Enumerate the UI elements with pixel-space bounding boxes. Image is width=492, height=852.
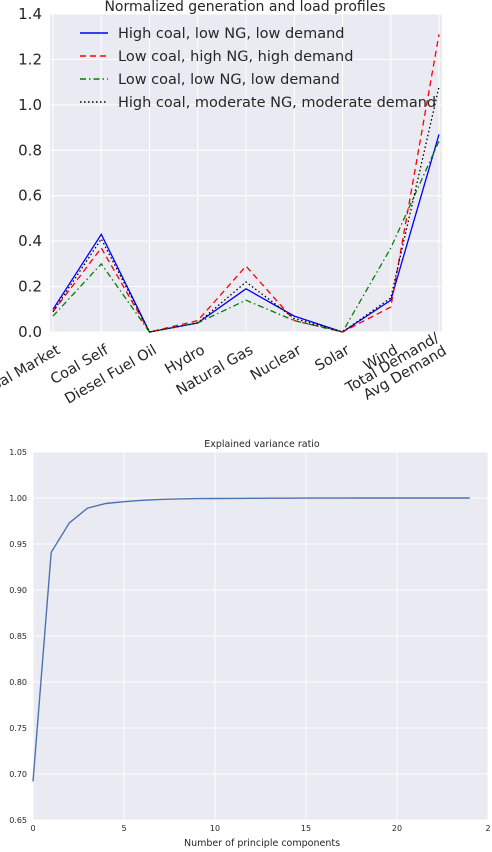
chart2-x-axis-label: Number of principle components	[184, 838, 340, 849]
chart2-y-tick: 0.75	[9, 724, 27, 733]
chart1-x-tick: Solar	[312, 342, 352, 374]
chart2-x-tick: 15	[301, 824, 311, 833]
chart1-y-tick: 1.0	[18, 96, 42, 114]
chart2-x-tick: 20	[392, 824, 402, 833]
chart2-y-tick-labels: 0.65 0.70 0.75 0.80 0.85 0.90 0.95 1.00 1.05	[9, 448, 27, 825]
chart1-y-tick: 0.0	[18, 323, 42, 341]
chart2-y-tick: 1.05	[9, 448, 27, 457]
chart1-y-tick: 0.8	[18, 141, 42, 159]
chart1-series-line	[52, 86, 440, 333]
chart1-x-tick-line: Nuclear	[248, 342, 304, 384]
chart2-gridlines	[32, 451, 489, 821]
chart1-legend-label: Low coal, high NG, high demand	[118, 49, 353, 65]
chart1-legend-label: High coal, moderate NG, moderate demand	[118, 95, 436, 111]
chart1-series-line	[52, 140, 440, 333]
chart1-y-tick: 0.4	[18, 232, 42, 250]
chart1-legend-label: Low coal, low NG, low demand	[118, 72, 340, 88]
chart1-y-tick: 1.2	[18, 50, 42, 68]
chart2-x-tick: 5	[121, 824, 126, 833]
chart1-y-tick: 0.2	[18, 278, 42, 296]
chart1-gridlines	[50, 13, 442, 333]
chart2-y-tick: 0.95	[9, 540, 27, 549]
chart1-x-tick: Nuclear	[248, 342, 304, 384]
chart2-series-line	[32, 497, 470, 782]
chart1-y-tick-labels: 0.0 0.2 0.4 0.6 0.8 1.0 1.2 1.4	[18, 5, 42, 341]
chart2-y-tick: 0.65	[9, 816, 27, 825]
chart2-title: Explained variance ratio	[204, 439, 320, 450]
explained-variance-chart: 0.65 0.70 0.75 0.80 0.85 0.90 0.95 1.00 1.05 0 5 1…	[9, 439, 490, 849]
chart1-legend-label: High coal, low NG, low demand	[118, 26, 344, 42]
chart1-x-tick-line: Solar	[312, 342, 352, 374]
chart1-x-tick: Total Demand/Avg Demand	[342, 330, 449, 410]
generation-profile-chart: 0.0 0.2 0.4 0.6 0.8 1.0 1.2 1.4 Coal MarketCoal…	[0, 0, 450, 410]
chart1-y-tick: 1.4	[18, 5, 42, 23]
chart2-y-tick: 0.90	[9, 586, 27, 595]
chart2-x-tick: 2	[485, 824, 490, 833]
chart1-title: Normalized generation and load profiles	[104, 0, 385, 15]
chart2-x-tick: 10	[210, 824, 220, 833]
chart1-legend: High coal, low NG, low demand Low coal, h…	[80, 26, 436, 111]
chart2-x-tick-labels: 0 5 10 15 20 2	[30, 824, 490, 833]
chart1-y-tick: 0.6	[18, 187, 42, 205]
chart1-series-line	[52, 34, 440, 333]
chart2-y-tick: 0.80	[9, 678, 27, 687]
chart2-x-tick: 0	[30, 824, 35, 833]
chart2-y-tick: 0.85	[9, 632, 27, 641]
chart1-series-lines	[52, 34, 440, 333]
chart2-series-lines	[32, 497, 470, 782]
chart1-series-line	[52, 134, 440, 333]
chart2-y-tick: 0.70	[9, 770, 27, 779]
chart2-y-tick: 1.00	[9, 494, 27, 503]
